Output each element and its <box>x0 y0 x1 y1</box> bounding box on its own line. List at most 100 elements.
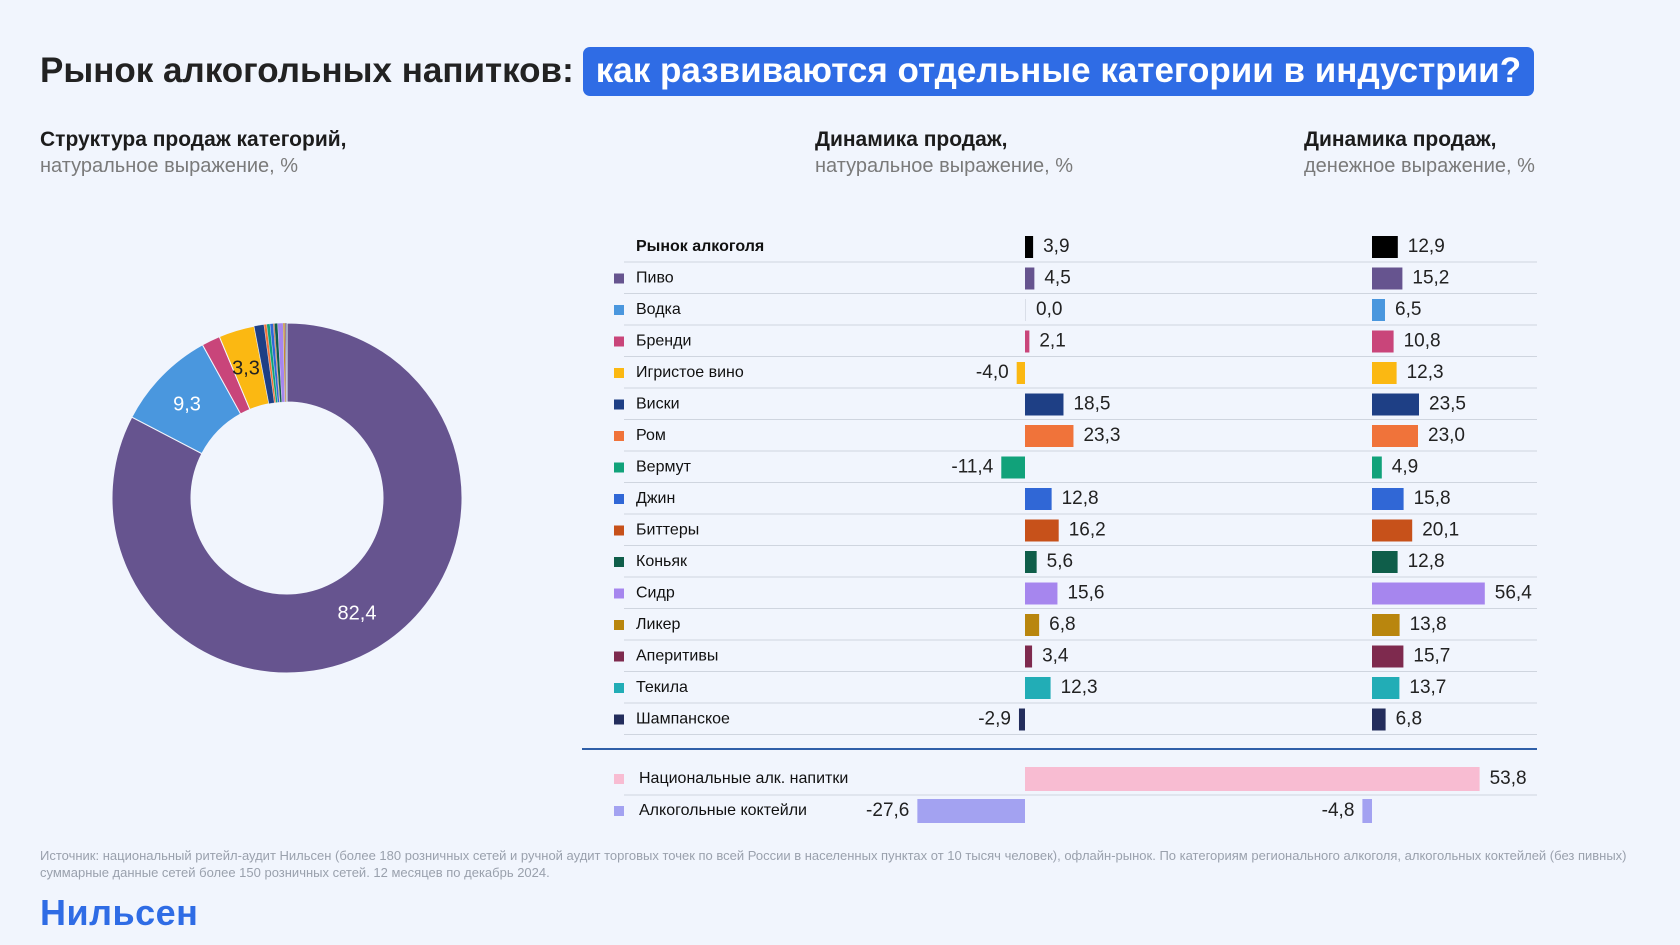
row-name-7: Ром <box>636 427 666 444</box>
legend-marker-7 <box>614 431 624 441</box>
value-row-14-label: 15,7 <box>1413 646 1450 667</box>
value-row-9-bar <box>1372 488 1404 510</box>
value-extra-2-bar <box>1362 799 1372 823</box>
value-panel-header: Динамика продаж, денежное выражение, % <box>1304 128 1535 178</box>
donut-slice-1 <box>111 322 463 674</box>
volume-row-9-bar <box>1025 488 1052 510</box>
volume-row-4-label: 2,1 <box>1039 331 1065 352</box>
volume-row-1-bar <box>1025 236 1034 258</box>
legend-marker-8 <box>614 462 624 473</box>
volume-row-11-bar <box>1025 551 1037 573</box>
volume-row-6-bar <box>1025 393 1064 416</box>
legend-marker-6 <box>614 399 624 410</box>
volume-subheading: натуральное выражение, % <box>815 155 1074 177</box>
row-name-4: Бренди <box>636 333 691 350</box>
volume-extra-2-bar <box>917 799 1025 823</box>
volume-row-15-label: 12,3 <box>1061 677 1098 698</box>
extra-legend-marker-2 <box>614 806 624 816</box>
legend-marker-16 <box>614 714 624 725</box>
row-name-15: Текила <box>636 679 688 696</box>
donut-label-2: 9,3 <box>173 393 201 415</box>
volume-row-2-label: 4,5 <box>1044 268 1070 289</box>
value-row-2-bar <box>1372 267 1403 290</box>
volume-row-10-label: 16,2 <box>1069 520 1106 541</box>
title-row: Рынок алкогольных напитков: как развиваю… <box>40 46 1535 96</box>
value-row-11-label: 12,8 <box>1408 551 1445 572</box>
row-name-3: Водка <box>636 301 681 318</box>
value-extra-1-label: 53,8 <box>1490 768 1527 789</box>
value-row-11-bar <box>1372 551 1398 573</box>
donut-label-4: 3,3 <box>232 357 260 379</box>
legend-marker-11 <box>614 557 624 567</box>
donut-label-1: 82,4 <box>338 602 377 624</box>
volume-row-8-label: -11,4 <box>951 457 993 478</box>
volume-row-15-bar <box>1025 677 1051 699</box>
value-extra-2-label: -4,8 <box>1322 800 1355 821</box>
row-name-11: Коньяк <box>636 553 688 570</box>
volume-row-14-label: 3,4 <box>1042 646 1069 667</box>
volume-row-16-bar <box>1018 708 1025 731</box>
row-name-9: Джин <box>636 490 675 507</box>
row-name-13: Ликер <box>636 616 681 633</box>
volume-row-9-label: 12,8 <box>1062 488 1099 509</box>
volume-row-5-label: -4,0 <box>976 362 1009 383</box>
volume-panel-header: Динамика продаж, натуральное выражение, … <box>815 128 1073 178</box>
page-title: Рынок алкогольных напитков: <box>40 51 574 90</box>
legend-marker-3 <box>614 305 624 315</box>
value-row-8-bar <box>1372 456 1382 479</box>
value-row-12-label: 56,4 <box>1495 583 1532 604</box>
value-row-1-label: 12,9 <box>1408 236 1445 257</box>
value-row-6-label: 23,5 <box>1429 394 1466 415</box>
volume-row-14-bar <box>1025 645 1033 668</box>
value-row-9-label: 15,8 <box>1414 488 1451 509</box>
row-name-8: Вермут <box>636 459 692 476</box>
source-note: Источник: национальный ритейл-аудит Ниль… <box>40 848 1627 880</box>
value-row-4-label: 10,8 <box>1404 331 1441 352</box>
legend-marker-15 <box>614 683 624 693</box>
value-row-3-bar <box>1372 299 1385 321</box>
row-name-10: Биттеры <box>636 522 699 539</box>
value-heading: Динамика продаж, <box>1304 128 1497 151</box>
value-row-16-label: 6,8 <box>1396 709 1422 730</box>
value-row-12-bar <box>1372 582 1485 605</box>
volume-extra-2-label: -27,6 <box>866 800 909 821</box>
value-extra-1-bar <box>1372 767 1480 791</box>
value-row-16-bar <box>1372 708 1386 731</box>
volume-row-2-bar <box>1025 267 1035 290</box>
volume-row-3-label: 0,0 <box>1036 299 1062 320</box>
volume-row-11-label: 5,6 <box>1047 551 1073 572</box>
value-row-4-bar <box>1372 330 1394 353</box>
value-row-10-label: 20,1 <box>1422 520 1459 541</box>
row-name-6: Виски <box>636 396 680 413</box>
page-title-highlight: как развиваются отдельные категории в ин… <box>582 46 1535 96</box>
value-row-5-bar <box>1372 362 1397 384</box>
volume-row-8-bar <box>1001 456 1025 479</box>
volume-row-5-bar <box>1016 362 1025 384</box>
volume-row-7-label: 23,3 <box>1083 425 1120 446</box>
value-row-10-bar <box>1372 519 1413 542</box>
legend-marker-2 <box>614 273 624 284</box>
volume-row-12-label: 15,6 <box>1067 583 1104 604</box>
volume-row-13-label: 6,8 <box>1049 614 1075 635</box>
volume-row-10-bar <box>1025 519 1059 542</box>
value-row-13-label: 13,8 <box>1410 614 1447 635</box>
extra-row-name-2: Алкогольные коктейли <box>639 802 807 819</box>
legend-marker-13 <box>614 620 624 630</box>
volume-row-3-bar <box>1025 299 1026 321</box>
legend-marker-5 <box>614 368 624 378</box>
volume-row-16-label: -2,9 <box>978 709 1011 730</box>
value-row-15-bar <box>1372 677 1400 699</box>
volume-row-1-label: 3,9 <box>1043 236 1069 257</box>
row-name-16: Шампанское <box>636 711 730 728</box>
legend-marker-12 <box>614 588 624 599</box>
value-row-7-bar <box>1372 425 1418 447</box>
legend-marker-10 <box>614 525 624 536</box>
structure-heading: Структура продаж категорий, <box>40 128 347 151</box>
value-row-1-bar <box>1372 236 1398 258</box>
value-subheading: денежное выражение, % <box>1304 155 1535 177</box>
value-row-5-label: 12,3 <box>1407 362 1444 383</box>
value-row-8-label: 4,9 <box>1392 457 1418 478</box>
volume-row-13-bar <box>1025 614 1040 636</box>
row-name-1: Рынок алкоголя <box>636 238 764 255</box>
